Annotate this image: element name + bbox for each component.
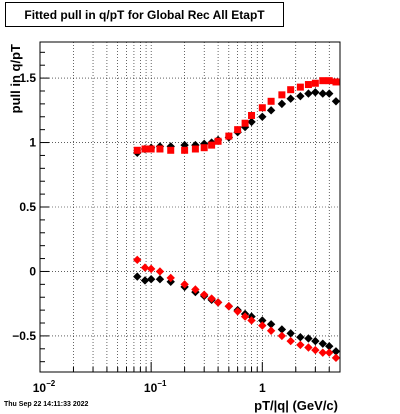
timestamp: Thu Sep 22 14:11:33 2022 [4,401,89,408]
red-square-marker [304,81,312,89]
red-square-marker [208,141,216,149]
black-diamond-marker [266,320,276,329]
black-diamond-marker [331,347,341,356]
red-square-marker [141,145,149,153]
black-diamond-marker [266,106,276,115]
black-diamond-marker [155,274,165,284]
red-square-marker [214,137,222,145]
red-diamond-marker [304,343,313,352]
red-square-marker [156,145,164,153]
black-diamond-marker [325,89,334,98]
red-square-marker [200,144,208,152]
red-square-marker [267,97,275,105]
x-tick-label: 10−2 [33,379,56,395]
black-diamond-marker [247,117,256,127]
red-diamond-marker [133,255,142,265]
y-tick-label: 1.5 [19,71,36,85]
red-diamond-marker [146,264,156,274]
black-diamond-marker [304,334,313,343]
black-diamond-marker [331,97,341,106]
y-axis-title: pull in q/pT [8,44,23,113]
red-square-marker [287,86,295,94]
chart-title-box: Fitted pull in q/pT for Global Rec All E… [5,2,284,27]
axis-ticks [39,51,341,372]
black-diamond-marker [296,91,305,101]
red-square-marker [325,77,333,85]
red-diamond-marker [318,348,327,357]
red-diamond-marker [207,294,216,303]
y-tick-label: 0 [29,264,36,278]
red-diamond-marker [258,321,267,330]
black-diamond-marker [258,316,267,325]
red-diamond-marker [166,273,175,283]
black-diamond-marker [311,88,320,97]
black-diamond-marker [277,325,287,334]
red-diamond-marker [213,298,223,307]
x-tick-label: 1 [259,381,266,395]
red-diamond-marker [191,285,200,294]
red-diamond-marker [247,316,256,325]
black-diamond-marker [318,339,327,348]
red-diamond-marker [140,263,150,272]
red-square-marker [248,111,256,119]
black-diamond-marker [311,336,320,346]
grid [40,42,341,372]
black-diamond-marker [286,94,295,103]
red-diamond-marker [286,336,295,346]
data-markers [133,77,341,363]
red-diamond-marker [240,312,250,321]
chart-title: Fitted pull in q/pT for Global Rec All E… [24,7,265,22]
red-square-marker [241,119,249,127]
red-diamond-marker [233,307,242,316]
y-tick-label: −0.5 [12,329,36,343]
black-diamond-marker [296,332,305,342]
red-square-marker [147,145,155,153]
black-diamond-marker [325,342,334,351]
black-diamond-marker [318,89,327,98]
tick-labels: −0.5 0 0.5 1 1.5 10−2 10−1 1 [12,71,266,395]
red-diamond-marker [155,267,165,276]
red-diamond-marker [296,340,305,350]
red-square-marker [225,132,233,140]
red-diamond-marker [224,302,234,311]
black-diamond-marker [133,272,142,281]
black-diamond-marker [258,112,267,121]
red-square-marker [319,77,327,85]
red-diamond-marker [266,326,276,335]
red-diamond-marker [311,345,320,355]
x-axis-title: pT/|q| (GeV/c) [254,398,338,413]
red-diamond-marker [277,331,287,341]
black-diamond-marker [146,274,156,284]
red-square-marker [181,146,189,154]
red-square-marker [167,146,175,154]
red-square-marker [234,126,242,134]
black-diamond-marker [140,276,150,285]
red-square-marker [258,104,266,112]
red-diamond-marker [325,348,334,357]
black-diamond-marker [277,99,287,109]
red-square-marker [278,91,286,99]
x-tick-label: 10−1 [144,379,167,395]
red-square-marker [332,78,340,86]
y-tick-label: 0.5 [19,200,36,214]
black-diamond-marker [304,89,313,98]
red-square-marker [311,79,319,87]
red-diamond-marker [331,353,341,363]
y-tick-label: 1 [29,136,36,150]
red-square-marker [191,145,199,153]
red-diamond-marker [199,290,209,299]
black-diamond-marker [286,329,295,338]
red-square-marker [296,83,304,91]
red-diamond-marker [180,280,189,289]
red-square-marker [133,146,141,154]
